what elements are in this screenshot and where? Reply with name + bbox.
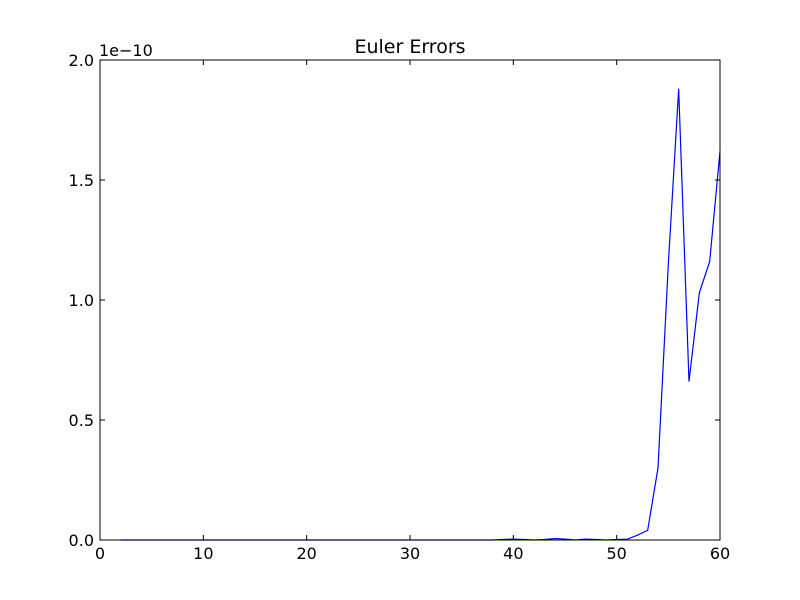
x-tick-label: 40 — [503, 544, 523, 563]
series-line-0 — [120, 88, 721, 541]
x-tick-label: 10 — [193, 544, 213, 563]
ticks-layer: 0 10 20 30 40 50 60 0.0 0.5 1.0 1.5 2.0 — [69, 51, 731, 563]
series-layer — [120, 88, 721, 541]
y-tick-label: 1.0 — [69, 291, 94, 310]
x-tick-label: 0 — [95, 544, 105, 563]
x-tick-label: 50 — [606, 544, 626, 563]
x-tick-label: 20 — [296, 544, 316, 563]
x-tick-label: 30 — [400, 544, 420, 563]
y-tick-label: 0.5 — [69, 411, 94, 430]
y-tick-label: 1.5 — [69, 171, 94, 190]
chart-title: Euler Errors — [354, 36, 465, 58]
y-tick-label: 0.0 — [69, 531, 94, 550]
y-tick-label: 2.0 — [69, 51, 94, 70]
y-offset-label: 1e−10 — [99, 41, 153, 60]
x-tick-label: 60 — [710, 544, 730, 563]
axes-frame — [99, 59, 721, 541]
